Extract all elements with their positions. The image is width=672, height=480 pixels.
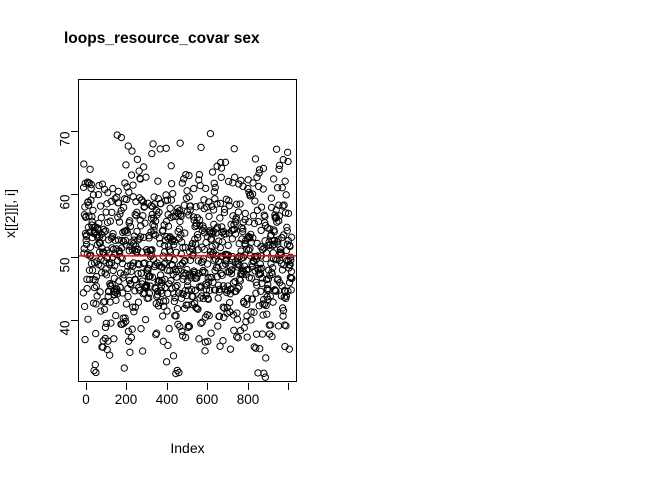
x-tick-800 — [248, 383, 249, 390]
x-tick-label-600: 600 — [195, 392, 219, 407]
y-tick-label-60: 60 — [57, 194, 73, 210]
x-axis-label: Index — [170, 440, 205, 456]
y-tick-60 — [71, 194, 78, 195]
y-tick-label-40: 40 — [57, 320, 73, 336]
x-tick-label-400: 400 — [155, 392, 179, 407]
plot-panel — [78, 79, 297, 382]
x-tick-label-800: 800 — [236, 392, 260, 407]
scatter-point-group — [79, 130, 296, 381]
x-tick-0 — [86, 383, 87, 390]
y-axis-label: x[[2]][, i] — [2, 188, 18, 238]
x-tick-label-200: 200 — [114, 392, 138, 407]
x-tick-400 — [167, 383, 168, 390]
x-tick-200 — [126, 383, 127, 390]
y-tick-40 — [71, 320, 78, 321]
page-title: loops_resource_covar sex — [64, 30, 260, 47]
y-tick-70 — [71, 131, 78, 132]
x-tick-600 — [207, 383, 208, 390]
y-tick-label-70: 70 — [57, 131, 73, 147]
y-tick-label-50: 50 — [57, 257, 73, 273]
scatter-points-layer — [79, 130, 296, 381]
x-tick-label-0: 0 — [82, 392, 90, 407]
y-tick-50 — [71, 257, 78, 258]
x-tick-1000 — [288, 383, 289, 390]
